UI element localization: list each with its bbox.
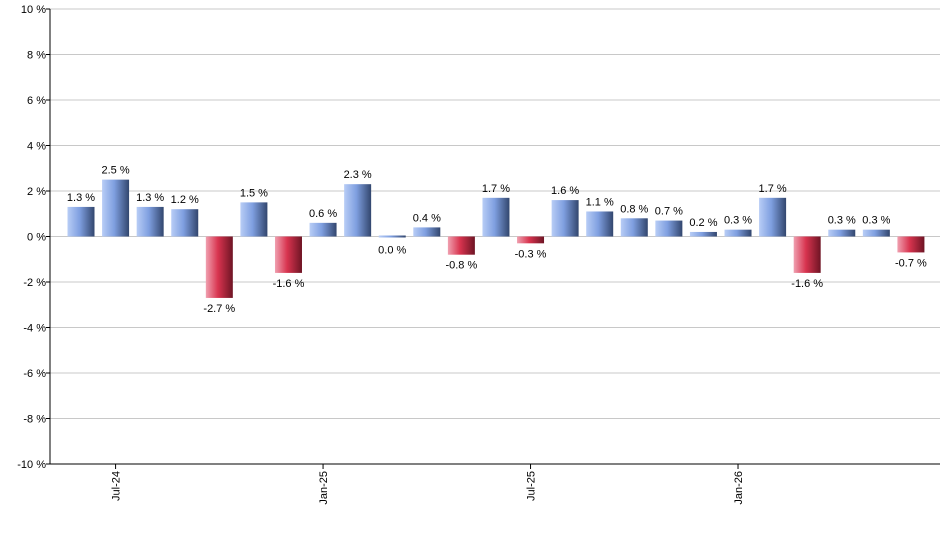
bar-data-label: 0.3 % bbox=[724, 215, 752, 227]
bar-positive bbox=[344, 184, 372, 237]
bar-negative bbox=[897, 236, 925, 253]
bar-data-label: -0.7 % bbox=[895, 257, 927, 269]
bar-positive bbox=[309, 222, 337, 237]
bar-positive bbox=[482, 197, 510, 237]
bar-data-label: -2.7 % bbox=[203, 303, 235, 315]
bar-negative bbox=[447, 236, 475, 255]
bar-positive bbox=[689, 231, 717, 237]
bar-data-label: 1.3 % bbox=[136, 192, 164, 204]
x-tick-label: Jan-25 bbox=[318, 471, 330, 505]
x-tick-label: Jul-25 bbox=[526, 471, 538, 501]
bar-positive bbox=[240, 202, 268, 237]
bar-negative bbox=[793, 236, 821, 273]
bar-positive bbox=[655, 220, 683, 237]
y-tick-label: 8 % bbox=[27, 50, 46, 62]
x-tick-label: Jan-26 bbox=[733, 471, 745, 505]
bar-positive bbox=[378, 235, 406, 238]
bar-data-label: -0.8 % bbox=[445, 260, 477, 272]
bar-positive bbox=[67, 206, 95, 237]
bar-negative bbox=[517, 236, 545, 244]
bar-data-label: 0.7 % bbox=[655, 206, 683, 218]
bar-positive bbox=[136, 206, 164, 237]
bar-data-label: 1.3 % bbox=[67, 192, 95, 204]
y-tick-label: -4 % bbox=[23, 323, 46, 335]
bar-data-label: 0.6 % bbox=[309, 208, 337, 220]
bar-positive bbox=[102, 179, 130, 237]
bar-positive bbox=[620, 218, 648, 237]
y-tick-label: 6 % bbox=[27, 95, 46, 107]
y-tick-label: -6 % bbox=[23, 368, 46, 380]
bar-positive bbox=[171, 209, 199, 237]
bar-data-label: 1.7 % bbox=[759, 183, 787, 195]
bar-data-label: 1.5 % bbox=[240, 187, 268, 199]
bar-positive bbox=[586, 211, 614, 237]
bar-data-label: 0.8 % bbox=[620, 203, 648, 215]
bar-positive bbox=[551, 200, 579, 237]
y-tick-label: -10 % bbox=[17, 459, 46, 471]
bar-data-label: 0.0 % bbox=[378, 245, 406, 257]
y-tick-label: -8 % bbox=[23, 414, 46, 426]
bar-positive bbox=[413, 227, 441, 237]
axes bbox=[49, 9, 940, 465]
bar-negative bbox=[274, 236, 302, 273]
bar-data-label: 0.2 % bbox=[689, 217, 717, 229]
x-tick-label: Jul-24 bbox=[111, 471, 123, 501]
bar-data-label: -1.6 % bbox=[273, 278, 305, 290]
bar-data-label: -1.6 % bbox=[791, 278, 823, 290]
x-axis-tick-labels: Jul-24 Jan-25 Jul-25 Jan-26 bbox=[111, 464, 745, 505]
bar-data-label: 0.3 % bbox=[862, 215, 890, 227]
bar-data-label: 2.3 % bbox=[344, 169, 372, 181]
bar-positive bbox=[828, 229, 856, 237]
bar-data-label: 0.3 % bbox=[828, 215, 856, 227]
bar-data-label: 0.4 % bbox=[413, 212, 441, 224]
y-tick-label: 10 % bbox=[21, 4, 46, 16]
bar-data-label: 2.5 % bbox=[102, 165, 130, 177]
y-tick-label: 2 % bbox=[27, 186, 46, 198]
bar-data-label: 1.2 % bbox=[171, 194, 199, 206]
bar-data-label: 1.6 % bbox=[551, 185, 579, 197]
bar-negative bbox=[205, 236, 233, 298]
bar-data-label: 1.1 % bbox=[586, 196, 614, 208]
y-tick-label: -2 % bbox=[23, 277, 46, 289]
bar-data-label: 1.7 % bbox=[482, 183, 510, 195]
y-axis-tick-labels: 10 % 8 % 6 % 4 % 2 % 0 % -2 % -4 % -6 % -8 % -10 % bbox=[17, 4, 50, 471]
bars bbox=[67, 179, 925, 298]
bar-positive bbox=[862, 229, 890, 237]
bar-data-label: -0.3 % bbox=[515, 248, 547, 260]
y-tick-label: 0 % bbox=[27, 232, 46, 244]
bar-positive bbox=[759, 197, 787, 237]
y-tick-label: 4 % bbox=[27, 141, 46, 153]
data-labels: 1.3 % 2.5 % 1.3 % 1.2 % -2.7 % 1.5 % -1.6 % 0.6… bbox=[67, 165, 927, 315]
bar-positive bbox=[724, 229, 752, 237]
